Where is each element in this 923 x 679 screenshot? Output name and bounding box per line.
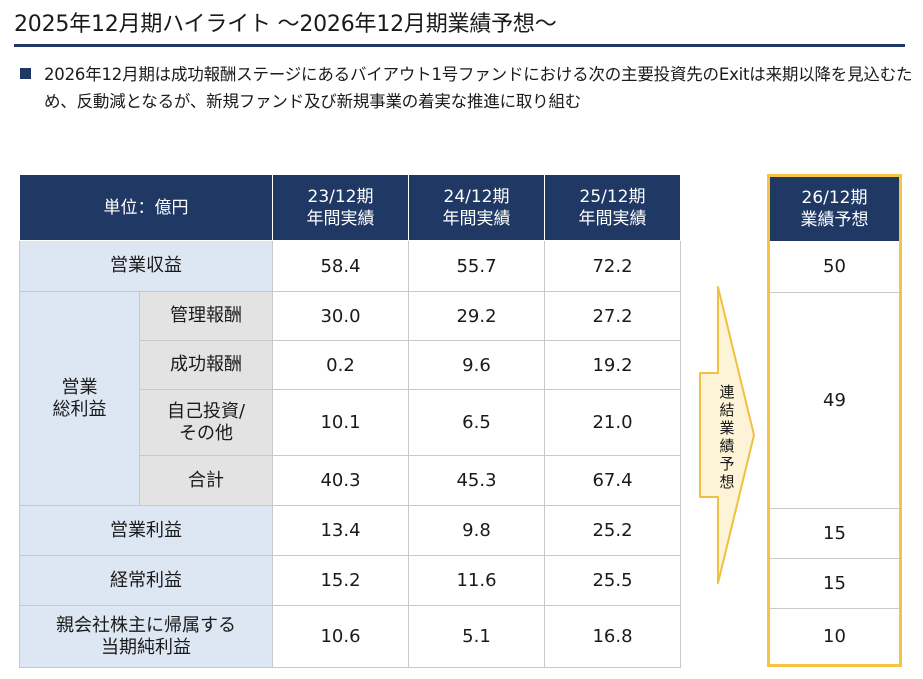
title-divider [14,44,905,47]
forecast-column: 26/12期 業績予想 50 49 15 15 10 [767,174,902,667]
results-table: 単位：億円 23/12期 年間実績 24/12期 年間実績 25/12期 年間実績 営… [19,174,681,668]
forecast-cell-net-income: 10 [823,626,846,647]
row-label-own-investment: 自己投資/ その他 [139,389,273,456]
column-header-period: 24/12期 [443,186,510,207]
forecast-arrow: 連結業績予想 [692,285,762,585]
table-row-ordinary-income: 経常利益 15.2 11.6 25.5 [19,555,681,606]
arrow-label: 連結業績予想 [719,383,735,491]
forecast-cell-revenue: 50 [770,241,899,293]
table-cell: 40.3 [272,455,409,506]
column-header-period: 23/12期 [307,186,374,207]
summary-text: 2026年12月期は成功報酬ステージにあるバイアウト1号ファンドにおける次の主要… [44,65,913,111]
forecast-header: 26/12期 業績予想 [770,177,899,241]
table-cell: 29.2 [408,291,545,341]
row-label-revenue: 営業収益 [19,240,273,292]
row-label-operating-income: 営業利益 [19,505,273,556]
row-group-label-gross-profit: 営業 総利益 [19,291,140,506]
forecast-cell-ordinary-income: 15 [770,559,899,609]
table-cell: 25.2 [544,505,681,556]
table-row-mgmt-fee: 営業 総利益 管理報酬 30.0 29.2 27.2 [19,291,681,506]
table-row-gross-total: 合計 40.3 45.3 67.4 [20,455,681,506]
row-label-gross-total: 合計 [139,455,273,506]
table-row-own-investment: 自己投資/ その他 10.1 6.5 21.0 [20,389,681,456]
table-cell: 45.3 [408,455,545,506]
unit-label: 単位：億円 [19,174,273,241]
table-cell: 19.2 [544,340,681,390]
table-cell: 0.2 [272,340,409,390]
table-row-operating-income: 営業利益 13.4 9.8 25.2 [19,505,681,556]
table-cell: 25.5 [544,555,681,606]
table-row-revenue: 営業収益 58.4 55.7 72.2 [19,240,681,292]
column-header-type: 年間実績 [306,208,375,229]
forecast-cell-gross-profit: 49 [770,293,899,509]
column-header-type: 年間実績 [442,208,511,229]
column-header-24: 24/12期 年間実績 [408,174,545,241]
page-title: 2025年12月期ハイライト ～2026年12月期業績予想～ [14,12,557,37]
table-cell: 58.4 [272,240,409,292]
table-cell: 72.2 [544,240,681,292]
bullet-square-icon [20,68,31,79]
table-cell: 55.7 [408,240,545,292]
table-cell: 9.8 [408,505,545,556]
table-cell: 16.8 [544,605,681,668]
table-cell: 27.2 [544,291,681,341]
row-label-mgmt-fee: 管理報酬 [139,291,273,341]
column-header-type: 年間実績 [578,208,647,229]
table-cell: 15.2 [272,555,409,606]
column-header-23: 23/12期 年間実績 [272,174,409,241]
table-cell: 67.4 [544,455,681,506]
forecast-header-type: 業績予想 [800,210,869,230]
row-label-net-income: 親会社株主に帰属する 当期純利益 [19,605,273,668]
right-arrow-icon [699,286,755,584]
table-cell: 10.6 [272,605,409,668]
table-row-net-income: 親会社株主に帰属する 当期純利益 10.6 5.1 16.8 [19,605,681,668]
row-label-ordinary-income: 経常利益 [19,555,273,606]
table-cell: 10.1 [272,389,409,456]
table-cell: 21.0 [544,389,681,456]
table-cell: 30.0 [272,291,409,341]
table-cell: 13.4 [272,505,409,556]
table-cell: 5.1 [408,605,545,668]
column-header-period: 25/12期 [579,186,646,207]
forecast-cell-operating-income: 15 [770,509,899,559]
forecast-header-period: 26/12期 [801,188,868,208]
table-row-success-fee: 成功報酬 0.2 9.6 19.2 [20,340,681,390]
table-cell: 11.6 [408,555,545,606]
table-cell: 6.5 [408,389,545,456]
row-label-success-fee: 成功報酬 [139,340,273,390]
table-cell: 9.6 [408,340,545,390]
column-header-25: 25/12期 年間実績 [544,174,681,241]
